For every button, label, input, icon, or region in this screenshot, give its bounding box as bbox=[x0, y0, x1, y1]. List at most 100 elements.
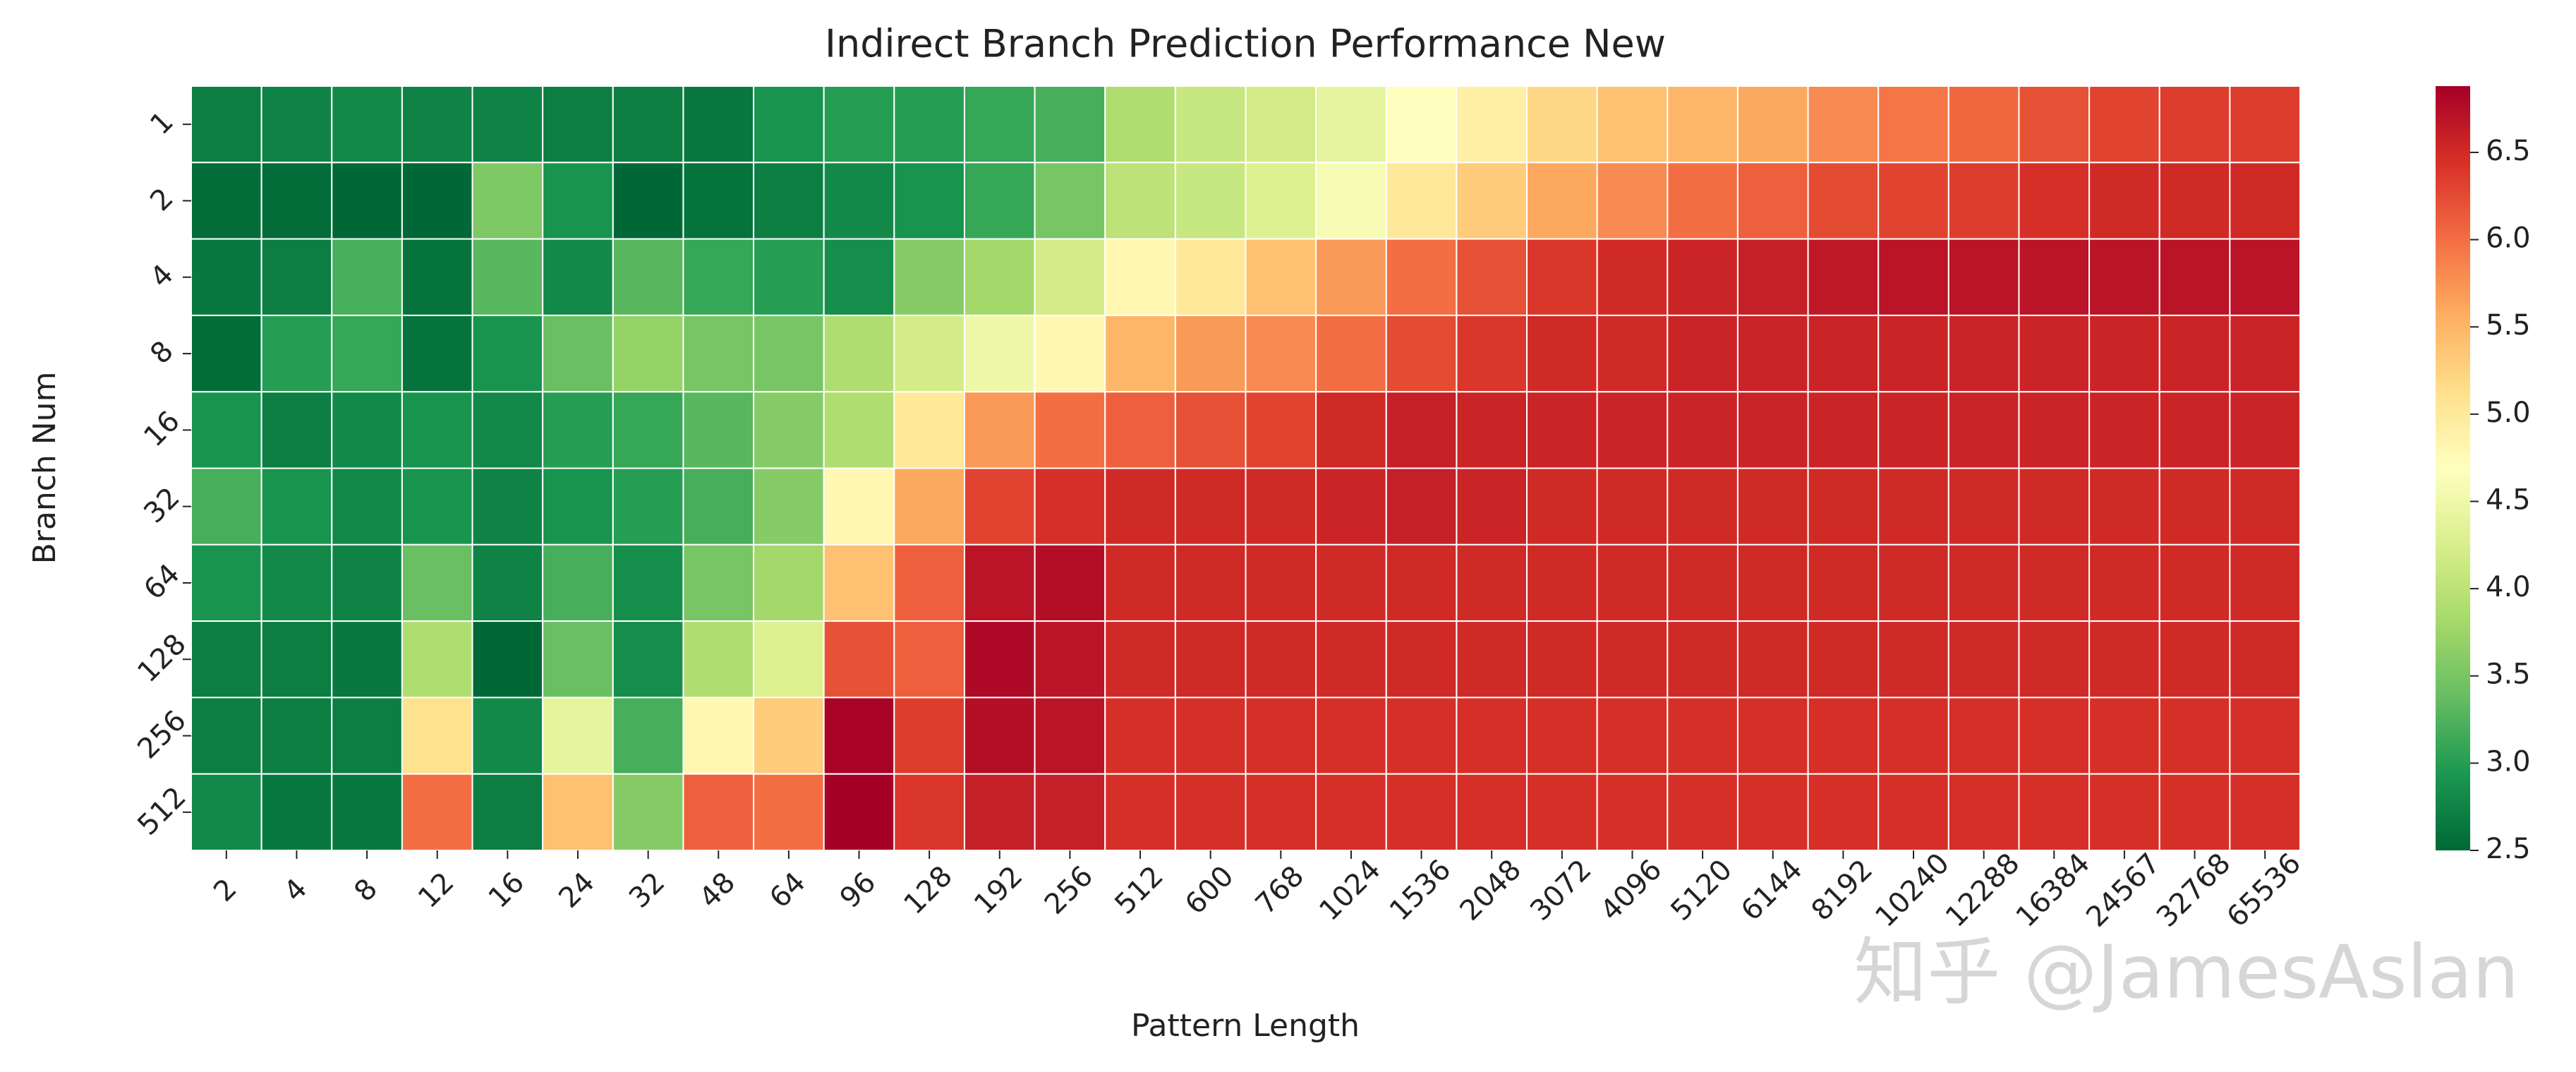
heatmap-cell bbox=[1245, 238, 1317, 316]
heatmap-cell bbox=[1174, 620, 1247, 699]
heatmap-cell bbox=[2158, 391, 2231, 469]
x-tick-label: 2048 bbox=[1454, 853, 1528, 927]
x-tick-label: 2 bbox=[207, 872, 243, 908]
heatmap-cell bbox=[401, 773, 473, 851]
heatmap-cell bbox=[1947, 620, 2020, 699]
x-tick-label: 16 bbox=[483, 866, 531, 915]
heatmap-cell bbox=[1034, 773, 1106, 851]
heatmap-cell bbox=[1315, 391, 1387, 469]
heatmap-cell bbox=[2229, 85, 2302, 164]
heatmap-cell bbox=[260, 85, 333, 164]
heatmap-cell bbox=[1385, 773, 1458, 851]
heatmap-cell bbox=[1526, 162, 1598, 240]
heatmap-cell bbox=[1034, 543, 1106, 622]
heatmap-cell bbox=[963, 314, 1036, 393]
heatmap-cell bbox=[1245, 162, 1317, 240]
heatmap-cell bbox=[2229, 620, 2302, 699]
heatmap-cell bbox=[1456, 85, 1528, 164]
heatmap-cell bbox=[2229, 773, 2302, 851]
heatmap-cell bbox=[1947, 162, 2020, 240]
heatmap-cell bbox=[1596, 85, 1669, 164]
heatmap-cell bbox=[2229, 697, 2302, 775]
colorbar-tick-label: 5.0 bbox=[2486, 397, 2531, 429]
heatmap-cell bbox=[1877, 543, 1949, 622]
heatmap-cell bbox=[682, 773, 755, 851]
colorbar-tick-label: 4.0 bbox=[2486, 571, 2531, 603]
heatmap-cell bbox=[1807, 620, 1880, 699]
x-tick-label: 8192 bbox=[1806, 853, 1880, 927]
colorbar-tick-label: 2.5 bbox=[2486, 833, 2531, 865]
heatmap-cell bbox=[1736, 467, 1809, 546]
heatmap-cell bbox=[2158, 697, 2231, 775]
heatmap-cell bbox=[471, 391, 544, 469]
heatmap-cell bbox=[823, 620, 895, 699]
x-tick-label: 65536 bbox=[2221, 847, 2308, 934]
heatmap-cell bbox=[260, 467, 333, 546]
heatmap-cell bbox=[1315, 543, 1387, 622]
heatmap-cell bbox=[1456, 773, 1528, 851]
heatmap-cell bbox=[471, 543, 544, 622]
heatmap-cell bbox=[1174, 85, 1247, 164]
colorbar-tick-label: 6.5 bbox=[2486, 135, 2531, 167]
heatmap-cell bbox=[2018, 543, 2091, 622]
heatmap-cell bbox=[963, 773, 1036, 851]
heatmap-cell bbox=[191, 238, 262, 316]
y-tick-label: 16 bbox=[138, 405, 186, 454]
heatmap-cell bbox=[1456, 697, 1528, 775]
heatmap-cell bbox=[2088, 162, 2160, 240]
heatmap-cell bbox=[893, 162, 965, 240]
heatmap-cell bbox=[331, 85, 403, 164]
heatmap-cell bbox=[542, 543, 614, 622]
heatmap-cell bbox=[1807, 697, 1880, 775]
y-tick-label: 64 bbox=[138, 558, 186, 606]
heatmap-cell bbox=[1104, 391, 1176, 469]
heatmap-cell bbox=[1596, 620, 1669, 699]
heatmap-cell bbox=[2088, 620, 2160, 699]
heatmap-cell bbox=[1245, 467, 1317, 546]
heatmap-cell bbox=[2158, 85, 2231, 164]
heatmap-cell bbox=[1526, 773, 1598, 851]
heatmap-cell bbox=[260, 620, 333, 699]
heatmap-cell bbox=[2018, 697, 2091, 775]
heatmap-cell bbox=[1807, 773, 1880, 851]
heatmap-cell bbox=[471, 697, 544, 775]
colorbar-tick-label: 5.5 bbox=[2486, 309, 2531, 342]
heatmap-cell bbox=[471, 620, 544, 699]
x-tick-label: 256 bbox=[1039, 860, 1100, 921]
heatmap-cell bbox=[893, 314, 965, 393]
heatmap-cell bbox=[612, 773, 684, 851]
heatmap-cell bbox=[1104, 85, 1176, 164]
heatmap-cell bbox=[1667, 238, 1739, 316]
heatmap-cell bbox=[471, 85, 544, 164]
heatmap-cell bbox=[2158, 773, 2231, 851]
heatmap-cell bbox=[260, 543, 333, 622]
heatmap-cell bbox=[2088, 467, 2160, 546]
heatmap-cell bbox=[1877, 467, 1949, 546]
heatmap-cell bbox=[1596, 314, 1669, 393]
heatmap-cell bbox=[1034, 467, 1106, 546]
heatmap-cell bbox=[2088, 543, 2160, 622]
heatmap-cell bbox=[823, 85, 895, 164]
heatmap-cell bbox=[1947, 543, 2020, 622]
heatmap-cell bbox=[1526, 238, 1598, 316]
heatmap-cell bbox=[893, 238, 965, 316]
heatmap-cell bbox=[401, 238, 473, 316]
heatmap-cell bbox=[331, 773, 403, 851]
y-tick-label: 512 bbox=[131, 781, 193, 842]
heatmap-cell bbox=[963, 543, 1036, 622]
heatmap-cell bbox=[1174, 697, 1247, 775]
heatmap-cell bbox=[401, 314, 473, 393]
x-tick-label: 3072 bbox=[1524, 853, 1598, 927]
heatmap-cell bbox=[2088, 391, 2160, 469]
heatmap-cell bbox=[1174, 238, 1247, 316]
heatmap-cell bbox=[823, 162, 895, 240]
heatmap-cell bbox=[2018, 773, 2091, 851]
heatmap-cell bbox=[1174, 773, 1247, 851]
heatmap-cell bbox=[2018, 391, 2091, 469]
heatmap-cell bbox=[471, 314, 544, 393]
heatmap-cell bbox=[1877, 773, 1949, 851]
heatmap-cell bbox=[1104, 773, 1176, 851]
heatmap-cell bbox=[542, 162, 614, 240]
heatmap-cell bbox=[2088, 238, 2160, 316]
heatmap-cell bbox=[1456, 467, 1528, 546]
